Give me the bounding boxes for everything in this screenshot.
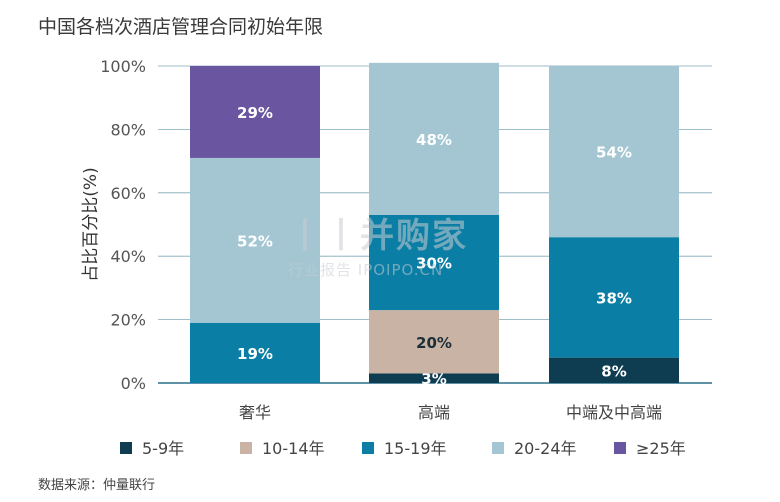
data-label: 8%: [601, 362, 626, 380]
bar-segment: [369, 373, 499, 383]
bar-segment: [369, 310, 499, 374]
x-tick-label: 中端及中高端: [566, 403, 662, 422]
bar-segment: [549, 237, 679, 358]
legend-swatch: [240, 442, 252, 454]
data-label: 3%: [421, 370, 446, 388]
y-tick-label: 40%: [110, 247, 146, 266]
legend-swatch: [362, 442, 374, 454]
y-tick-label: 60%: [110, 184, 146, 203]
legend-swatch: [492, 442, 504, 454]
y-tick-label: 20%: [110, 311, 146, 330]
bar-segment: [369, 214, 499, 311]
legend-label: 5-9年: [142, 439, 184, 458]
data-label: 48%: [416, 131, 452, 149]
legend-label: 10-14年: [262, 439, 325, 458]
x-tick-label: 奢华: [239, 403, 271, 422]
y-tick-label: 100%: [100, 57, 146, 76]
legend-swatch: [614, 442, 626, 454]
y-axis-label: 占比百分比(%): [81, 167, 101, 281]
data-label: 29%: [237, 104, 273, 122]
legend-label: 15-19年: [384, 439, 447, 458]
source-note: 数据来源：仲量联行: [38, 478, 156, 493]
bar-segment: [549, 357, 679, 383]
data-label: 30%: [416, 255, 452, 273]
data-label: 52%: [237, 232, 273, 250]
bar-segment: [190, 66, 320, 158]
data-label: 20%: [416, 334, 452, 352]
y-tick-label: 80%: [110, 120, 146, 139]
legend-swatch: [120, 442, 132, 454]
bar-segment: [190, 322, 320, 383]
bar-segment: [369, 62, 499, 215]
legend-label: ≥25年: [636, 439, 686, 458]
x-tick-label: 高端: [418, 403, 450, 422]
data-label: 54%: [596, 144, 632, 162]
bar-segment: [549, 66, 679, 238]
chart-title: 中国各档次酒店管理合同初始年限: [38, 16, 324, 38]
data-label: 38%: [596, 289, 632, 307]
y-tick-label: 0%: [121, 374, 146, 393]
legend-label: 20-24年: [514, 439, 577, 458]
data-label: 19%: [237, 345, 273, 363]
bar-segment: [190, 157, 320, 323]
